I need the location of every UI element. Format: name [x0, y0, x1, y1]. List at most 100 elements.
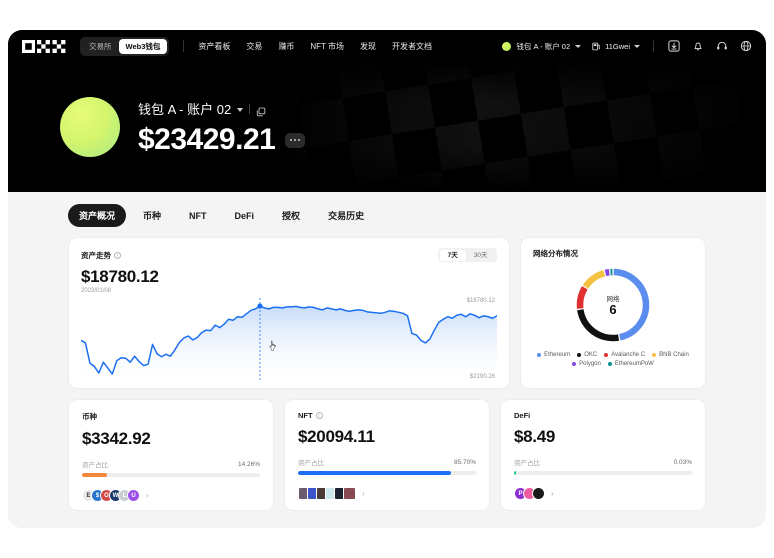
hero-account-row: 钱包 A - 账户 02	[138, 99, 305, 118]
tab-transaction-history[interactable]: 交易历史	[328, 211, 365, 221]
donut-svg	[576, 268, 650, 342]
gas-price-chip[interactable]: 11Gwei	[592, 42, 640, 51]
stat-ratio-value: 0.03%	[673, 458, 692, 466]
stat-progress-fill	[514, 471, 517, 475]
account-selector-label: 钱包 A - 账户 02	[516, 41, 571, 51]
legend-label: BNB Chain	[659, 352, 689, 358]
tab-bar: 资产概况 币种 NFT DeFi 授权 交易历史	[24, 192, 750, 237]
asset-icon: U	[127, 489, 140, 502]
nav-link-assets[interactable]: 资产看板	[198, 41, 231, 51]
donut-center: 网络 6	[607, 293, 620, 317]
legend-item-polygon[interactable]: Polygon	[572, 361, 601, 367]
legend-color-dot	[572, 362, 577, 366]
legend-item-ethereumpow[interactable]: EthereumPoW	[607, 361, 654, 367]
nav-divider	[183, 40, 185, 52]
legend-item-ethereum[interactable]: Ethereum	[537, 352, 570, 358]
legend-color-dot	[537, 353, 542, 357]
stat-icons-row[interactable]: ›	[298, 487, 476, 500]
main-content: 资产概况 币种 NFT DeFi 授权 交易历史 资产走势 i 7天 30天	[8, 192, 766, 528]
legend-item-okc[interactable]: OKC	[577, 352, 597, 358]
donut-segment-bnb-chain[interactable]	[582, 270, 606, 289]
range-switcher: 7天 30天	[438, 248, 497, 262]
download-icon[interactable]	[667, 40, 680, 53]
info-icon[interactable]: i	[114, 251, 121, 259]
chevron-right-icon[interactable]: ›	[362, 488, 365, 498]
stat-card-title: DeFi	[514, 411, 531, 420]
range-30d[interactable]: 30天	[473, 251, 488, 259]
stat-card-title-group: NFT i	[298, 411, 476, 420]
legend-label: Polygon	[579, 361, 601, 367]
gas-price-label: 11Gwei	[605, 41, 630, 51]
hero-account-name: 钱包 A - 账户 02	[138, 102, 232, 117]
stat-card-title-group: 币种	[82, 411, 260, 422]
asset-trend-date: 2023/01/08	[81, 288, 112, 294]
legend-color-dot	[607, 362, 612, 366]
chevron-right-icon[interactable]: ›	[551, 488, 554, 498]
legend-label: OKC	[584, 352, 598, 358]
asset-trend-chart[interactable]: $18780.12 $2190.26	[81, 298, 497, 380]
okx-logo[interactable]	[22, 39, 66, 53]
legend-label: Avalanche C	[611, 352, 646, 358]
tab-tokens[interactable]: 币种	[143, 211, 162, 221]
stat-card-row: 币种 $3342.92 资产占比 14.26% E $ O W L U › NFT i $20094.11…	[24, 389, 750, 511]
segment-web3-wallet[interactable]: Web3钱包	[118, 38, 168, 54]
network-legend: Ethereum OKC Avalanche C BNB Chain Polygon Et…	[533, 352, 693, 367]
tab-nft[interactable]: NFT	[189, 210, 207, 221]
legend-color-dot	[577, 353, 582, 357]
tab-overview[interactable]: 资产概况	[68, 204, 127, 227]
range-7d[interactable]: 7天	[439, 249, 466, 261]
asset-trend-card: 资产走势 i 7天 30天 $18780.12 2023/01/08	[68, 237, 510, 389]
stat-progress-track	[298, 471, 476, 475]
asset-icon	[532, 487, 545, 500]
chevron-down-icon[interactable]	[237, 107, 244, 112]
stat-card-title: 币种	[82, 412, 97, 421]
headset-icon[interactable]	[715, 40, 728, 53]
account-selector[interactable]: 钱包 A - 账户 02	[502, 41, 582, 52]
stat-ratio-label: 资产占比	[82, 462, 108, 469]
chart-low-label: $2190.26	[469, 374, 495, 380]
legend-label: EthereumPoW	[614, 361, 654, 367]
stat-icons-row[interactable]: E $ O W L U ›	[82, 489, 260, 502]
segment-exchange[interactable]: 交易所	[89, 41, 112, 51]
top-card-row: 资产走势 i 7天 30天 $18780.12 2023/01/08	[24, 237, 750, 389]
top-navigation-bar: 交易所 Web3钱包 资产看板 交易 赚币 NFT 市场 发现 开发者文档 钱包…	[8, 30, 766, 62]
hero-texts: 钱包 A - 账户 02 $23429.21	[138, 99, 306, 157]
stat-card-defi: DeFi $8.49 资产占比 0.03% P ›	[500, 399, 706, 511]
avatar	[60, 97, 120, 157]
donut-segment-ethereum[interactable]	[613, 268, 650, 341]
legend-item-bnb-chain[interactable]: BNB Chain	[652, 352, 689, 358]
donut-segment-avalanche-c[interactable]	[576, 286, 588, 309]
trend-line-chart[interactable]	[81, 298, 497, 380]
stat-icons-row[interactable]: P ›	[514, 487, 692, 500]
legend-item-avalanche-c[interactable]: Avalanche C	[604, 352, 645, 358]
nav-link-earn[interactable]: 赚币	[278, 41, 295, 51]
tab-approvals[interactable]: 授权	[282, 211, 301, 221]
stat-ratio-label: 资产占比	[514, 460, 540, 467]
hero-balance: $23429.21	[138, 123, 276, 156]
globe-icon[interactable]	[739, 40, 752, 53]
stat-progress-track	[514, 471, 692, 475]
chevron-down-icon	[575, 44, 582, 48]
donut-segment-okc[interactable]	[577, 309, 620, 342]
nav-link-discover[interactable]: 发现	[360, 41, 377, 51]
nav-link-trade[interactable]: 交易	[246, 41, 263, 51]
stat-ratio-row: 资产占比 85.70%	[298, 457, 476, 468]
copy-icon[interactable]	[256, 104, 266, 116]
stat-ratio-row: 资产占比 0.03%	[514, 457, 692, 468]
legend-label: Ethereum	[544, 352, 571, 358]
nav-link-developer-docs[interactable]: 开发者文档	[392, 41, 433, 51]
hero-divider	[249, 103, 251, 114]
asset-trend-title-group: 资产走势 i	[81, 250, 121, 261]
stat-ratio-row: 资产占比 14.26%	[82, 459, 260, 470]
stat-card-value: $3342.92	[82, 429, 151, 448]
info-icon[interactable]: i	[315, 412, 323, 419]
donut-segment-polygon[interactable]	[604, 268, 610, 277]
token-icon-stack	[298, 487, 356, 500]
bell-icon[interactable]	[691, 40, 704, 53]
chevron-right-icon[interactable]: ›	[146, 490, 149, 500]
nav-link-nft-market[interactable]: NFT 市场	[310, 41, 345, 51]
stat-ratio-value: 14.26%	[237, 460, 260, 468]
more-dots-icon[interactable]	[285, 132, 306, 148]
tab-defi[interactable]: DeFi	[234, 210, 255, 221]
network-distribution-card: 网络分布情况 网络 6 Ethereum OKC Avalanche C BNB Ch…	[520, 237, 706, 389]
